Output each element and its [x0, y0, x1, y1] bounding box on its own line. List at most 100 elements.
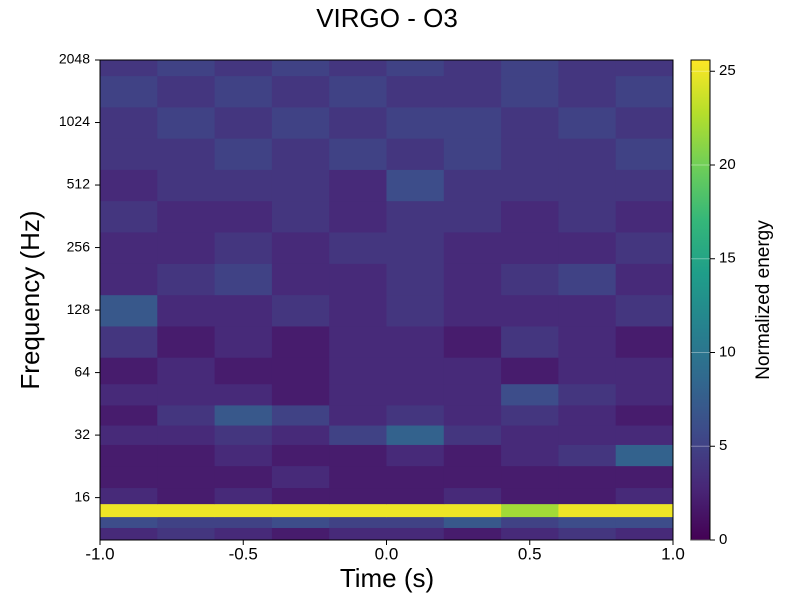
heatmap-cell — [386, 527, 445, 541]
heatmap-cell — [443, 200, 502, 233]
heatmap-cell — [443, 169, 502, 202]
heatmap-cell — [329, 404, 387, 426]
heatmap-cell — [443, 294, 502, 327]
heatmap-cell — [214, 231, 273, 264]
heatmap-cell — [386, 106, 445, 139]
heatmap-cell — [501, 465, 559, 489]
heatmap-cell — [329, 527, 387, 541]
heatmap-cell — [214, 465, 273, 489]
heatmap-cell — [271, 169, 330, 202]
heatmap-cell — [443, 527, 502, 541]
heatmap-cell — [615, 527, 674, 541]
heatmap-cell — [271, 75, 330, 108]
heatmap-cell — [615, 200, 674, 233]
heatmap-cell — [271, 404, 330, 426]
heatmap-cell — [615, 487, 674, 505]
heatmap-cell — [615, 516, 674, 528]
heatmap-cell — [100, 263, 158, 296]
heatmap-cell — [386, 138, 445, 170]
heatmap-cell — [271, 138, 330, 170]
heatmap-cell — [329, 75, 387, 108]
heatmap-cell — [558, 75, 617, 108]
heatmap-cell — [443, 106, 502, 139]
heatmap-cell — [558, 169, 617, 202]
heatmap-cell — [615, 503, 674, 518]
heatmap-cell — [443, 357, 502, 385]
heatmap-cell — [100, 75, 158, 108]
heatmap-cell — [558, 357, 617, 385]
y-tick-label: 2048 — [59, 51, 90, 67]
heatmap-cell — [214, 487, 273, 505]
heatmap-cell — [214, 169, 273, 202]
heatmap-cell — [214, 294, 273, 327]
heatmap-cell — [386, 444, 445, 467]
heatmap-cell — [329, 425, 387, 445]
heatmap-cell — [271, 294, 330, 327]
heatmap-cell — [157, 383, 216, 406]
heatmap-cell — [615, 357, 674, 385]
heatmap-cell — [386, 294, 445, 327]
heatmap-cell — [271, 263, 330, 296]
heatmap-cell — [558, 263, 617, 296]
heatmap-cell — [157, 200, 216, 233]
chart-title: VIRGO - O3 — [316, 3, 458, 33]
heatmap-cell — [157, 503, 216, 518]
heatmap-cell — [271, 503, 330, 518]
heatmap-cell — [501, 60, 559, 77]
colorbar-tick-label: 20 — [719, 156, 736, 173]
colorbar — [690, 59, 711, 541]
heatmap-cell — [501, 75, 559, 108]
heatmap-cell — [271, 106, 330, 139]
heatmap-cell — [329, 138, 387, 170]
heatmap-cell — [443, 325, 502, 358]
heatmap-cell — [501, 263, 559, 296]
heatmap-cell — [615, 444, 674, 467]
heatmap-cell — [558, 60, 617, 77]
heatmap-cell — [271, 60, 330, 77]
heatmap-cell — [558, 503, 617, 518]
heatmap-cell — [501, 516, 559, 528]
heatmap-cell — [100, 231, 158, 264]
heatmap-cell — [157, 516, 216, 528]
heatmap-cell — [329, 294, 387, 327]
x-tick-label: 0.5 — [518, 544, 542, 563]
heatmap-cell — [558, 404, 617, 426]
heatmap-cell — [386, 200, 445, 233]
heatmap-cell — [558, 138, 617, 170]
heatmap-cell — [157, 444, 216, 467]
heatmap-cell — [615, 294, 674, 327]
heatmap-cell — [501, 383, 559, 406]
y-tick-label: 16 — [74, 488, 90, 504]
heatmap-cell — [214, 383, 273, 406]
heatmap-cell — [386, 75, 445, 108]
heatmap-cell — [214, 516, 273, 528]
heatmap-cell — [615, 465, 674, 489]
x-tick-label: 0.0 — [375, 544, 399, 563]
heatmap-cell — [501, 200, 559, 233]
heatmap-cell — [443, 383, 502, 406]
heatmap-cell — [214, 527, 273, 541]
heatmap-cell — [271, 527, 330, 541]
heatmap-cell — [615, 169, 674, 202]
colorbar-tick-label: 15 — [719, 250, 736, 267]
heatmap-cell — [329, 487, 387, 505]
heatmap-cell — [615, 425, 674, 445]
heatmap-cell — [558, 527, 617, 541]
heatmap-cell — [501, 404, 559, 426]
heatmap-cell — [386, 404, 445, 426]
y-tick-label: 128 — [67, 301, 91, 317]
heatmap-cell — [157, 169, 216, 202]
colorbar-tick-label: 25 — [719, 62, 736, 79]
y-tick-label: 32 — [74, 426, 90, 442]
heatmap-cell — [214, 263, 273, 296]
heatmap-cell — [100, 444, 158, 467]
y-tick-label: 256 — [67, 238, 91, 254]
heatmap-cell — [558, 231, 617, 264]
heatmap-cell — [386, 263, 445, 296]
heatmap-cell — [157, 325, 216, 358]
heatmap-cell — [615, 404, 674, 426]
heatmap-cell — [329, 516, 387, 528]
heatmap-cell — [100, 294, 158, 327]
heatmap-cell — [501, 357, 559, 385]
heatmap-cell — [615, 231, 674, 264]
